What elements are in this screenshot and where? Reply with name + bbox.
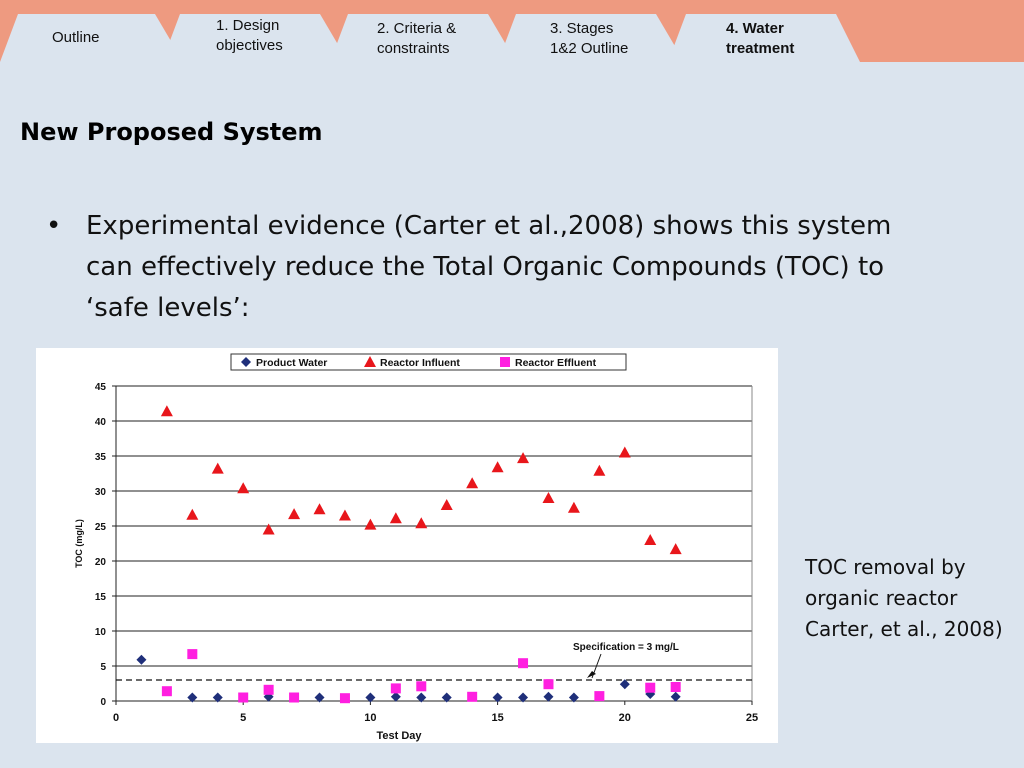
reactor-effluent-point — [390, 683, 401, 694]
product-water-point — [212, 692, 223, 703]
legend-marker — [364, 356, 376, 367]
y-tick-label: 40 — [95, 417, 107, 428]
y-tick-label: 30 — [95, 487, 107, 498]
tab-design-objectives-label[interactable]: 1. Design objectives — [216, 17, 283, 54]
reactor-effluent-point — [543, 679, 554, 690]
specification-arrowhead — [587, 671, 596, 678]
product-water-point — [441, 692, 452, 703]
legend-marker — [500, 357, 510, 367]
reactor-influent-point — [517, 452, 530, 464]
legend-label: Reactor Influent — [380, 357, 460, 369]
reactor-effluent-point — [289, 692, 300, 703]
product-water-point — [619, 679, 630, 690]
slide-title: New Proposed System — [20, 118, 323, 146]
y-tick-label: 45 — [95, 382, 107, 393]
x-tick-label: 25 — [746, 712, 758, 724]
reactor-effluent-point — [416, 681, 427, 692]
tab-criteria-constraints[interactable] — [330, 14, 508, 62]
chart-container: 0 5 10 15 20 25 30 35 40 45 0 5 10 15 20 25 Test Day TOC … — [36, 348, 778, 743]
tab-stages-outline-label[interactable]: 3. Stages 1&2 Outline — [550, 20, 629, 57]
product-water-point — [416, 692, 427, 703]
reactor-influent-point — [237, 482, 250, 494]
reactor-influent-point — [567, 501, 580, 513]
reactor-influent-point — [491, 461, 504, 473]
reactor-effluent-point — [339, 693, 350, 704]
reactor-influent-point — [160, 405, 173, 417]
y-axis-label: TOC (mg/L) — [74, 519, 84, 568]
product-water-point — [543, 691, 554, 702]
y-tick-label: 5 — [100, 662, 106, 673]
product-water-point — [187, 692, 198, 703]
reactor-effluent-point — [263, 684, 274, 695]
reactor-influent-point — [364, 518, 377, 530]
chart-caption: TOC removal by organic reactor Carter, e… — [805, 555, 1003, 641]
toc-scatter-chart: 0 5 10 15 20 25 30 35 40 45 0 5 10 15 20 25 Test Day TOC … — [74, 353, 758, 742]
tab-water-treatment[interactable] — [668, 14, 860, 62]
reactor-influent-point — [288, 508, 301, 520]
reactor-influent-point — [618, 446, 631, 458]
x-axis-label: Test Day — [376, 730, 422, 742]
tab-stages-outline[interactable] — [498, 14, 676, 62]
legend-label: Product Water — [256, 357, 327, 369]
x-tick-label: 20 — [619, 712, 631, 724]
product-water-point — [518, 692, 529, 703]
product-water-point — [492, 692, 503, 703]
y-tick-label: 15 — [95, 592, 107, 603]
reactor-effluent-point — [594, 691, 605, 702]
product-water-point — [365, 692, 376, 703]
reactor-influent-point — [313, 503, 326, 515]
reactor-effluent-point — [238, 692, 249, 703]
tab-criteria-constraints-label[interactable]: 2. Criteria & constraints — [377, 20, 457, 57]
y-tick-label: 10 — [95, 627, 107, 638]
reactor-effluent-point — [467, 691, 478, 702]
legend-box — [230, 353, 627, 371]
legend-label: Reactor Effluent — [515, 357, 597, 369]
reactor-influent-point — [542, 492, 555, 503]
tab-design-objectives[interactable] — [162, 14, 340, 62]
y-tick-label: 35 — [95, 452, 107, 463]
reactor-influent-point — [415, 517, 428, 529]
reactor-influent-point — [338, 509, 351, 521]
reactor-influent-point — [389, 512, 402, 524]
tab-outline[interactable] — [0, 14, 175, 62]
y-tick-label: 25 — [95, 522, 107, 533]
reactor-effluent-point — [187, 649, 198, 660]
reactor-influent-point — [211, 462, 224, 474]
reactor-influent-point — [186, 508, 199, 520]
tab-strip — [0, 14, 860, 62]
legend-marker — [241, 357, 251, 367]
product-water-point — [390, 691, 401, 702]
x-tick-label: 0 — [113, 712, 119, 724]
reactor-influent-point — [644, 534, 657, 545]
y-tick-label: 0 — [100, 697, 106, 708]
tab-water-treatment-label[interactable]: 4. Water treatment — [726, 20, 795, 57]
reactor-effluent-point — [670, 682, 681, 692]
tab-outline-label[interactable]: Outline — [52, 29, 100, 46]
reactor-influent-point — [440, 499, 453, 510]
x-tick-label: 15 — [491, 712, 503, 724]
reactor-influent-point — [669, 543, 682, 555]
reactor-influent-point — [262, 523, 275, 535]
product-water-point — [314, 692, 325, 703]
product-water-point — [670, 691, 681, 702]
reactor-effluent-point — [161, 686, 172, 697]
product-water-point — [568, 692, 579, 703]
reactor-effluent-point — [645, 682, 656, 693]
reactor-influent-point — [466, 477, 479, 489]
product-water-point — [136, 654, 147, 665]
specification-label: Specification = 3 mg/L — [573, 642, 679, 653]
reactor-effluent-point — [518, 658, 529, 669]
y-tick-label: 20 — [95, 557, 107, 568]
bullet-text: Experimental evidence (Carter et al.,200… — [86, 211, 892, 323]
x-tick-label: 10 — [364, 712, 376, 724]
x-tick-label: 5 — [240, 712, 246, 724]
reactor-influent-point — [593, 464, 606, 476]
bullet-dot-icon: • — [46, 211, 62, 241]
